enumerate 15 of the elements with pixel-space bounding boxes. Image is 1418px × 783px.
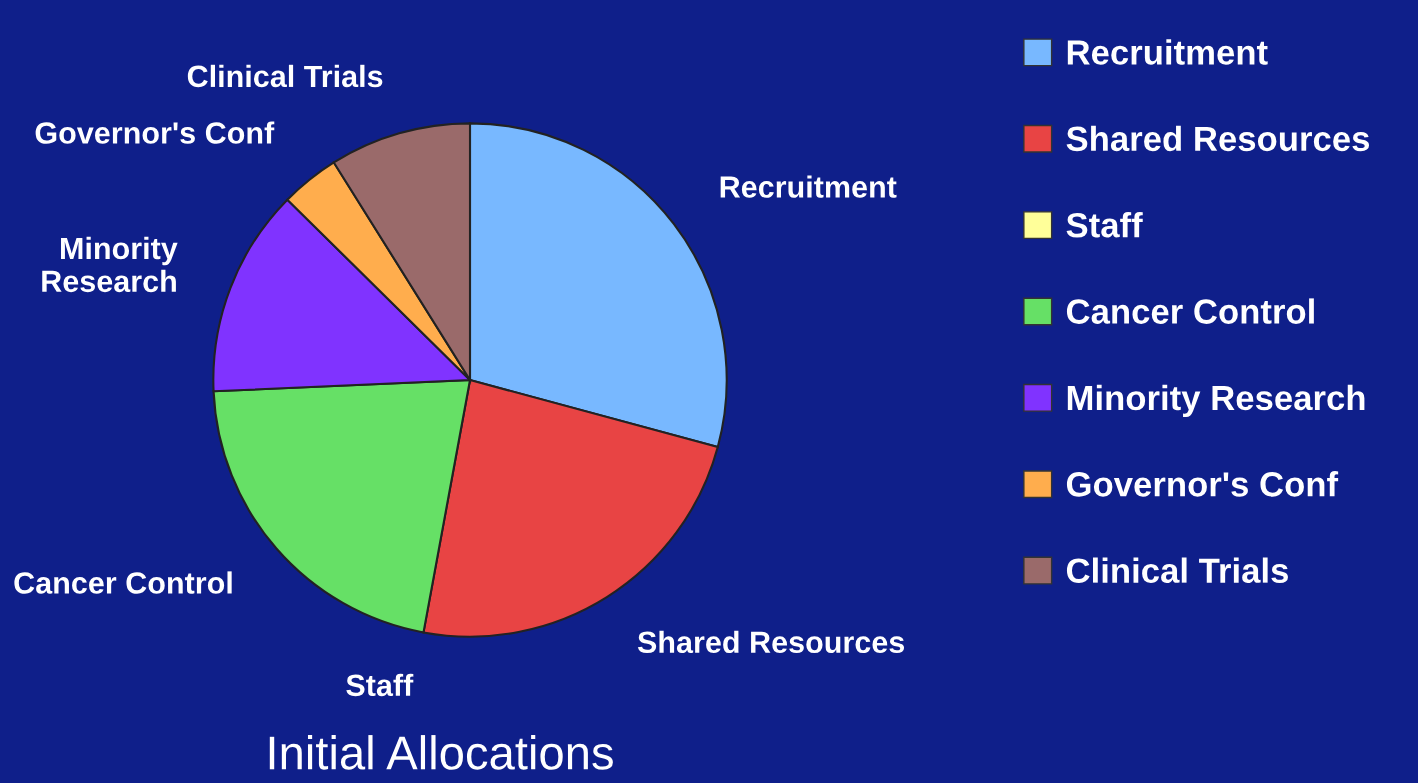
slice-label: Governor's Conf bbox=[35, 121, 275, 144]
legend-label: Clinical Trials bbox=[1066, 557, 1288, 583]
slice-label: Recruitment bbox=[720, 175, 897, 198]
legend-label: Governor's Conf bbox=[1066, 471, 1339, 497]
legend-label: Staff bbox=[1066, 212, 1143, 238]
slice-label: Minority Research bbox=[42, 236, 178, 293]
slice-label: Clinical Trials bbox=[187, 64, 383, 88]
slice-label: Cancer Control bbox=[14, 571, 232, 594]
legend-label: Cancer Control bbox=[1066, 298, 1314, 324]
legend-label: Shared Resources bbox=[1066, 125, 1370, 152]
legend-label: Recruitment bbox=[1067, 39, 1268, 65]
slice-label: Shared Resources bbox=[637, 630, 905, 654]
legend-label: Minority Research bbox=[1067, 384, 1365, 418]
text: Initial Allocations bbox=[269, 735, 613, 770]
category-label: Staff bbox=[346, 673, 414, 697]
